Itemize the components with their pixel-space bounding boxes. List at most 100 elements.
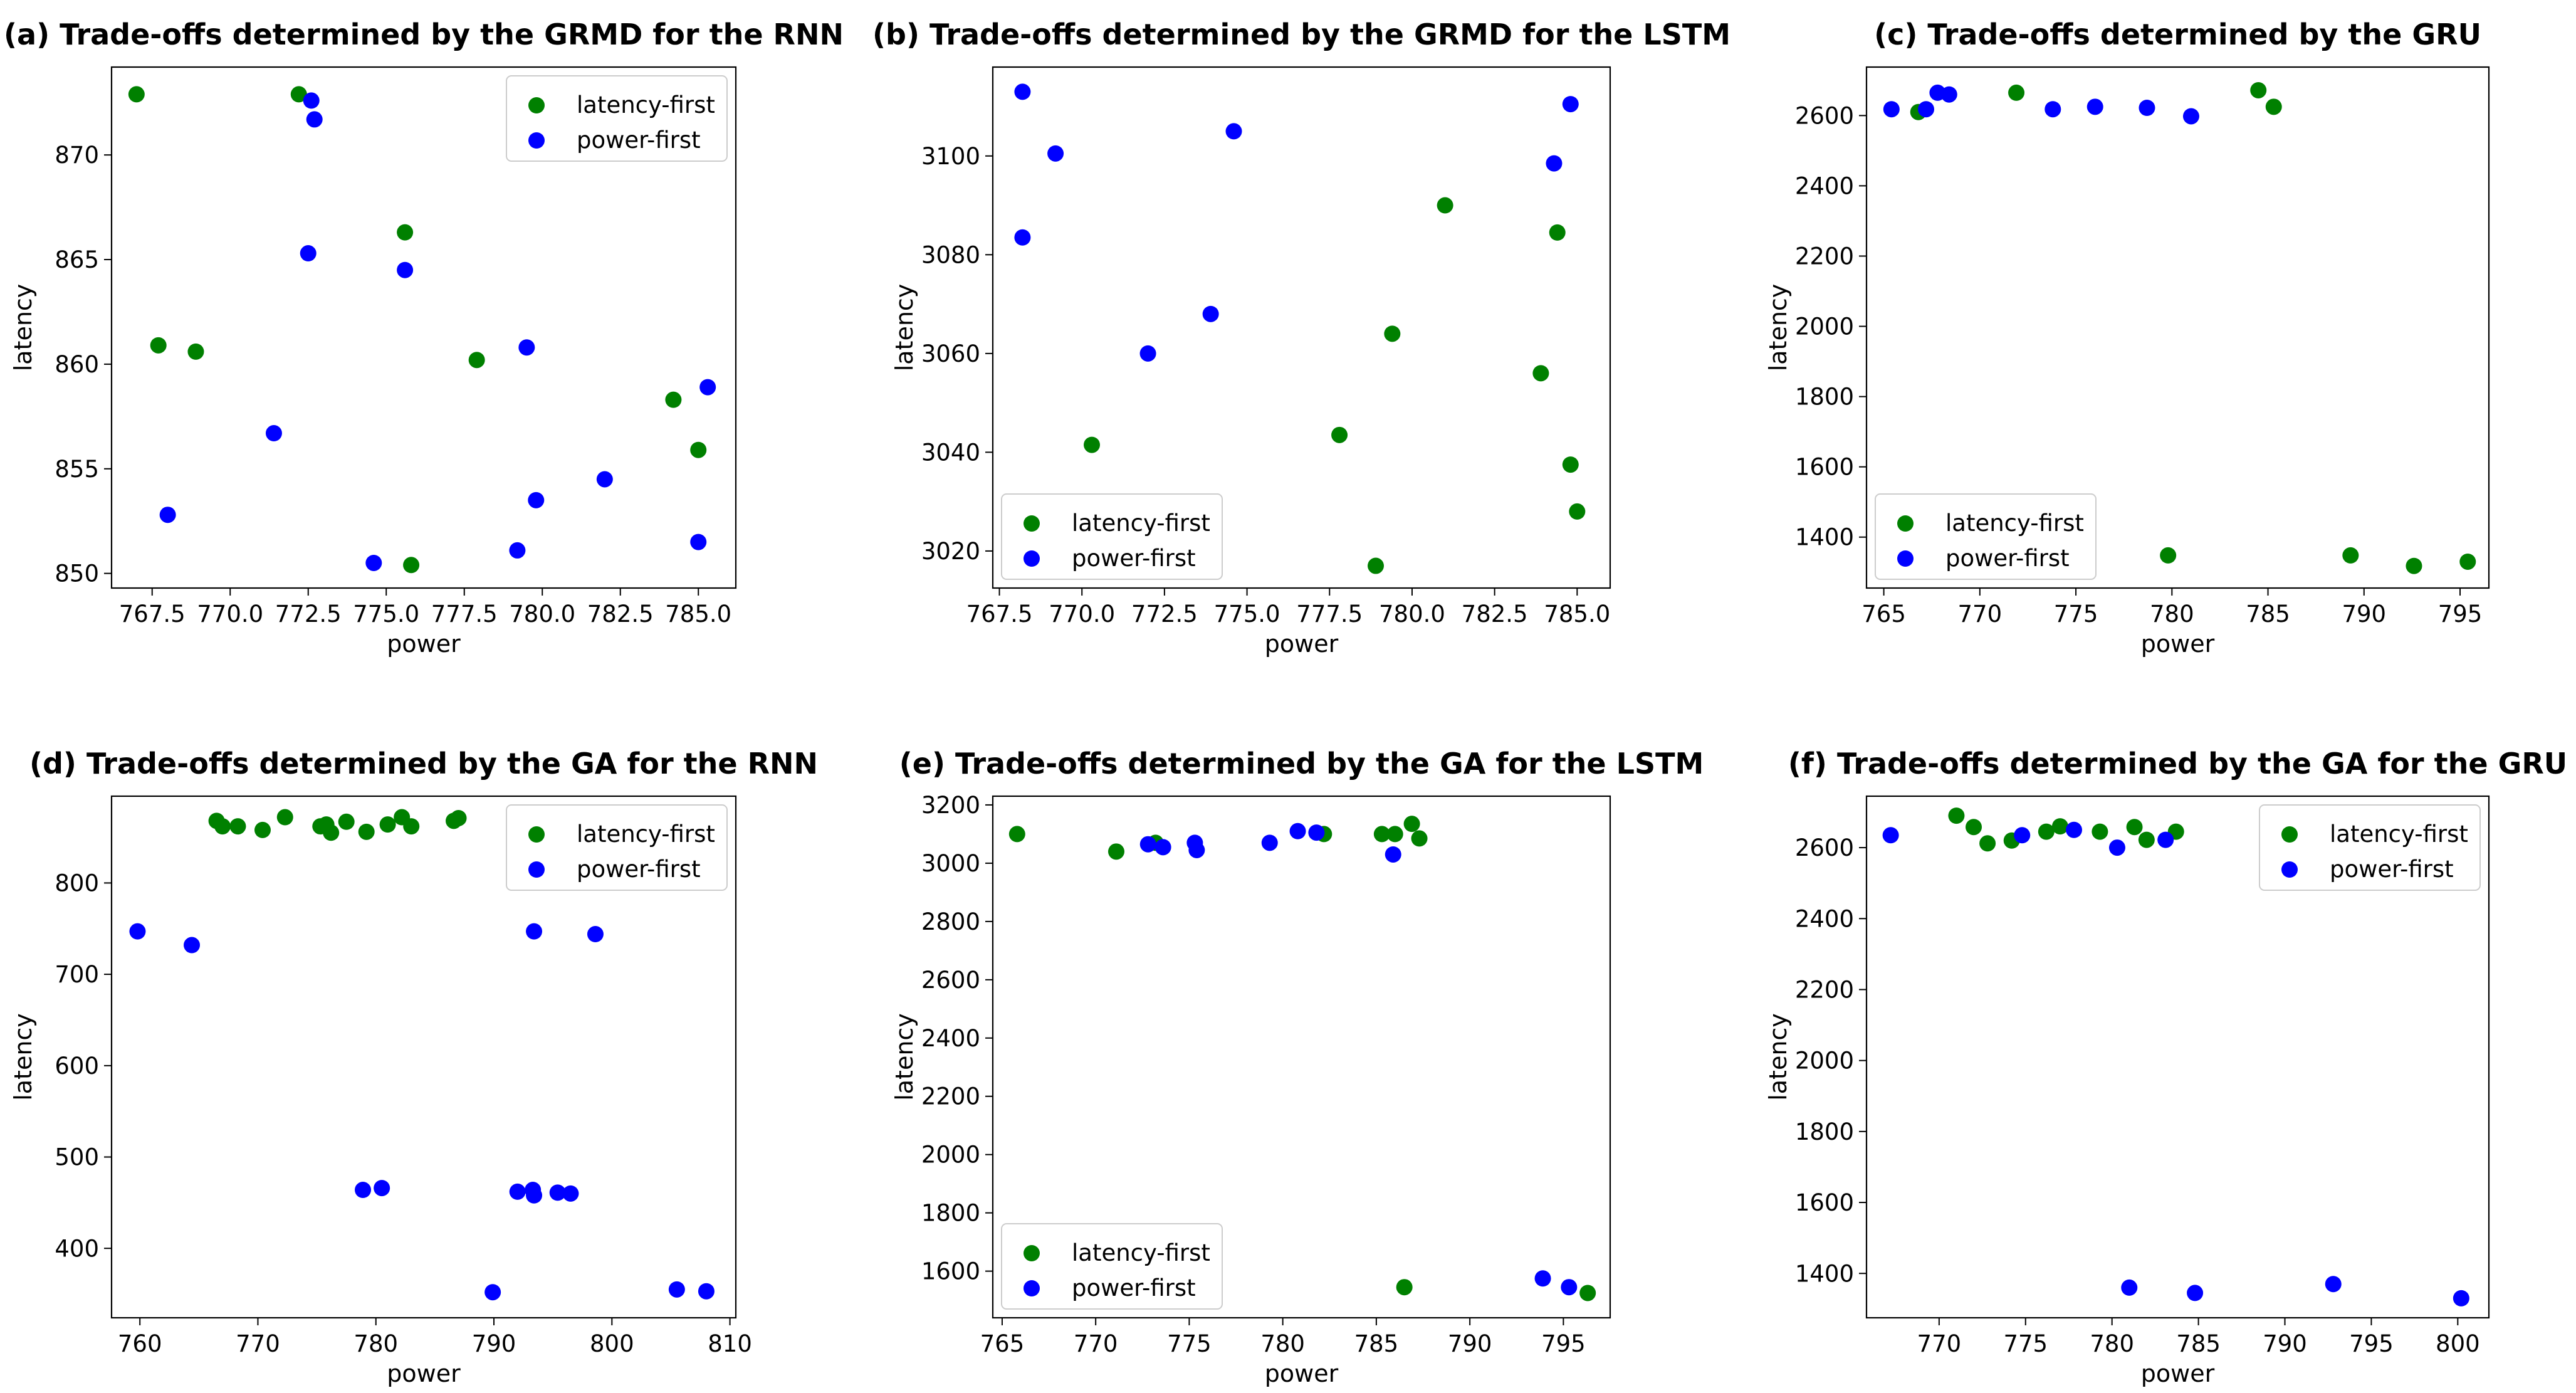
power-first-point xyxy=(2182,108,2199,125)
y-tick-label: 1800 xyxy=(1795,1118,1854,1145)
power-first-point xyxy=(668,1281,685,1298)
latency-first-point xyxy=(1569,503,1586,520)
axes-frame xyxy=(110,66,737,589)
power-first-point xyxy=(509,1183,526,1200)
latency-first-point xyxy=(358,823,375,840)
latency-first-point xyxy=(2126,819,2143,836)
x-tick-label: 767.5 xyxy=(119,601,186,628)
power-first-point xyxy=(509,542,526,559)
legend-label: latency-first xyxy=(577,821,715,848)
latency-first-point xyxy=(290,86,307,103)
latency-first-point xyxy=(214,818,231,835)
x-tick-label: 780 xyxy=(1260,1330,1305,1357)
power-first-point xyxy=(587,926,604,943)
latency-first-point xyxy=(150,337,167,354)
x-tick-label: 767.5 xyxy=(966,601,1033,628)
power-first-point xyxy=(2187,1285,2204,1301)
power-first-point xyxy=(1261,834,1278,851)
x-tick-label: 790 xyxy=(2342,601,2386,628)
power-first-point xyxy=(1385,846,1401,863)
y-tick-label: 700 xyxy=(55,961,99,988)
y-tick-label: 2600 xyxy=(921,967,980,994)
power-first-point xyxy=(300,245,317,262)
power-first-point xyxy=(1154,839,1171,856)
power-first-point xyxy=(355,1182,372,1199)
x-tick-label: 795 xyxy=(1541,1330,1586,1357)
power-first-point xyxy=(1202,305,1219,322)
latency-first-point xyxy=(1396,1279,1413,1296)
y-tick-label: 1800 xyxy=(921,1200,980,1227)
power-first-point xyxy=(1882,827,1899,844)
legend-marker xyxy=(528,861,545,878)
x-tick-label: 770 xyxy=(1917,1330,1962,1357)
y-axis-label: latency xyxy=(1764,284,1792,372)
y-tick-label: 2400 xyxy=(1795,905,1854,932)
x-tick-label: 770 xyxy=(1074,1330,1118,1357)
x-tick-label: 770 xyxy=(1958,601,2003,628)
legend-label: power-first xyxy=(577,856,701,883)
legend-box xyxy=(506,804,728,891)
latency-first-point xyxy=(323,824,340,841)
latency-first-point xyxy=(1384,325,1401,342)
latency-first-point xyxy=(2008,84,2025,101)
legend-marker xyxy=(1897,515,1914,532)
legend-marker xyxy=(2281,826,2298,843)
latency-first-point xyxy=(1437,197,1453,214)
x-tick-label: 775 xyxy=(2003,1330,2048,1357)
legend-box xyxy=(506,75,728,162)
power-first-point xyxy=(698,1283,715,1300)
y-axis-label: latency xyxy=(9,1013,37,1101)
power-first-point xyxy=(1014,229,1031,246)
x-tick-label: 790 xyxy=(472,1330,516,1357)
subplot-c: (c) Trade-offs determined by the GRU 765 7… xyxy=(1764,18,2490,658)
x-tick-label: 790 xyxy=(2263,1330,2307,1357)
y-tick-label: 400 xyxy=(55,1235,99,1262)
x-axis-label: power xyxy=(387,1360,461,1387)
y-tick-label: 800 xyxy=(55,870,99,896)
y-tick-label: 600 xyxy=(55,1053,99,1080)
y-axis-label: latency xyxy=(891,1013,918,1101)
legend-box xyxy=(2259,804,2481,891)
power-first-point xyxy=(374,1180,390,1197)
y-tick-label: 1400 xyxy=(1795,1260,1854,1287)
legend: latency-first power-first xyxy=(506,75,728,162)
power-first-point xyxy=(184,937,201,954)
legend-label: latency-first xyxy=(2330,821,2468,848)
x-tick-label: 775 xyxy=(2054,601,2098,628)
legend: latency-first power-first xyxy=(1001,493,1223,580)
y-tick-label: 500 xyxy=(55,1144,99,1171)
x-tick-label: 775.0 xyxy=(1214,601,1280,628)
x-tick-label: 760 xyxy=(118,1330,162,1357)
power-first-point xyxy=(562,1185,579,1202)
power-first-point xyxy=(1139,345,1156,362)
legend-label: power-first xyxy=(1072,1275,1196,1301)
legend: latency-first power-first xyxy=(1001,1223,1223,1310)
y-tick-label: 1600 xyxy=(1795,1189,1854,1216)
subplot-d: (d) Trade-offs determined by the GA for … xyxy=(9,747,818,1387)
latency-first-point xyxy=(450,809,467,826)
y-tick-label: 3200 xyxy=(921,792,980,819)
x-tick-label: 777.5 xyxy=(431,601,498,628)
latency-first-point xyxy=(2138,831,2155,848)
legend: latency-first power-first xyxy=(506,804,728,891)
legend-label: power-first xyxy=(577,127,701,154)
subplot-e: (e) Trade-offs determined by the GA for … xyxy=(891,747,1704,1387)
latency-first-point xyxy=(1403,816,1420,833)
legend-box xyxy=(1001,493,1223,580)
legend-box xyxy=(1001,1223,1223,1310)
legend-label: latency-first xyxy=(1072,1239,1210,1266)
latency-first-point xyxy=(276,809,293,826)
latency-first-point xyxy=(1386,826,1403,843)
y-tick-label: 2000 xyxy=(921,1142,980,1169)
latency-first-point xyxy=(2160,547,2177,564)
legend-marker xyxy=(528,97,545,113)
latency-first-point xyxy=(2250,81,2267,98)
latency-first-point xyxy=(1411,830,1428,847)
x-tick-label: 810 xyxy=(708,1330,752,1357)
power-first-point xyxy=(1308,824,1325,841)
chart-title: (c) Trade-offs determined by the GRU xyxy=(1874,18,2481,51)
latency-first-point xyxy=(1579,1285,1596,1301)
x-axis-label: power xyxy=(387,630,461,658)
y-axis-label: latency xyxy=(9,284,37,372)
